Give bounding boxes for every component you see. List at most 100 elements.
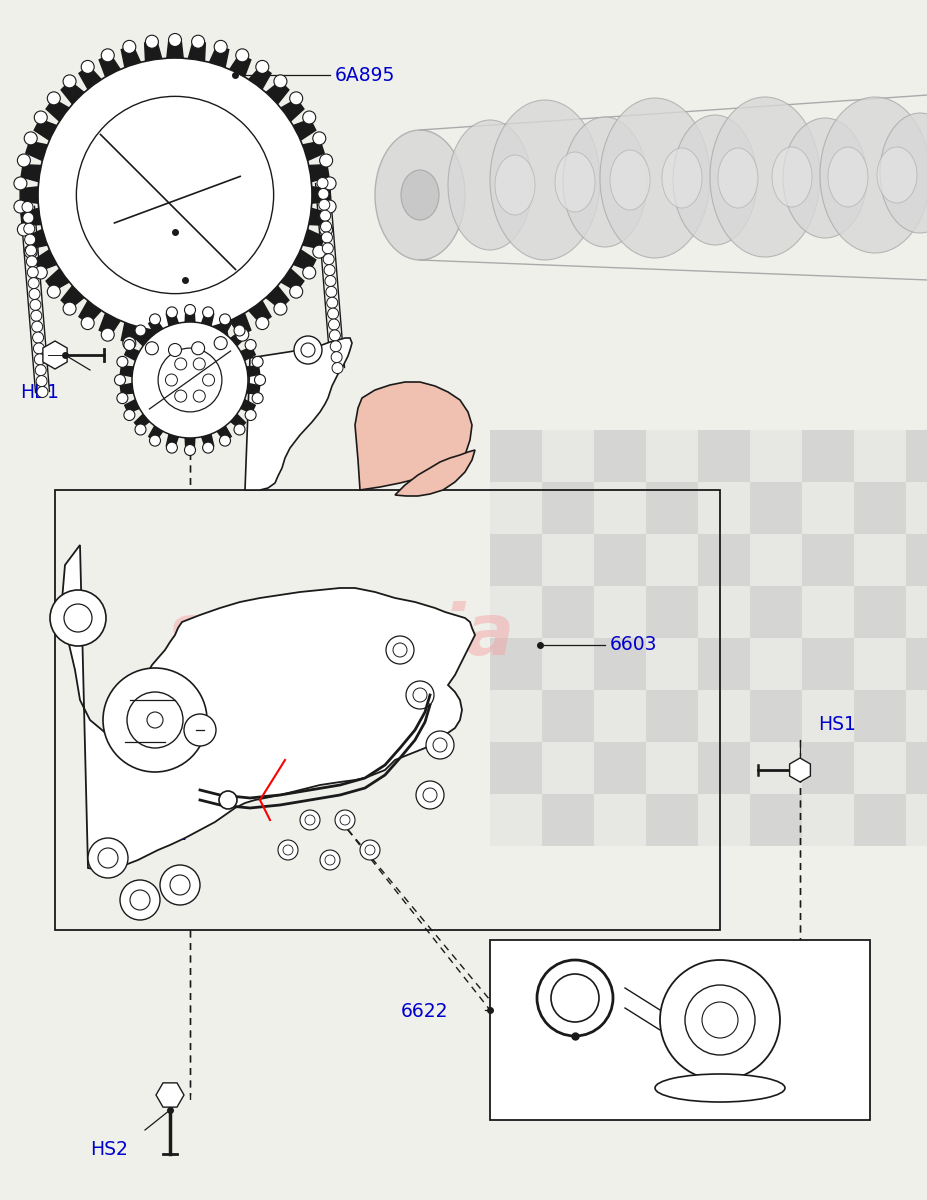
Bar — [801, 742, 853, 794]
Bar — [905, 794, 927, 846]
Polygon shape — [217, 319, 231, 334]
Bar — [801, 638, 853, 690]
Polygon shape — [188, 329, 205, 349]
Circle shape — [433, 738, 447, 752]
Polygon shape — [230, 331, 246, 346]
Circle shape — [423, 788, 437, 802]
Circle shape — [360, 840, 379, 860]
Circle shape — [166, 442, 177, 454]
Circle shape — [256, 317, 269, 330]
Polygon shape — [34, 119, 57, 140]
Bar — [697, 534, 749, 586]
Circle shape — [202, 307, 213, 318]
Circle shape — [302, 110, 315, 124]
Text: HB1: HB1 — [20, 383, 59, 402]
Bar — [645, 430, 697, 482]
Ellipse shape — [300, 343, 314, 358]
Circle shape — [64, 604, 92, 632]
Bar — [853, 638, 905, 690]
Ellipse shape — [661, 148, 701, 208]
Polygon shape — [789, 758, 809, 782]
Polygon shape — [148, 426, 162, 442]
Circle shape — [23, 212, 33, 223]
Circle shape — [701, 1002, 737, 1038]
Circle shape — [329, 330, 340, 341]
Polygon shape — [166, 312, 178, 326]
Circle shape — [220, 314, 230, 325]
Bar — [801, 482, 853, 534]
Bar — [905, 690, 927, 742]
Circle shape — [331, 352, 342, 362]
Circle shape — [103, 668, 207, 772]
Polygon shape — [230, 313, 250, 336]
Circle shape — [117, 356, 128, 367]
Circle shape — [184, 714, 216, 746]
Polygon shape — [21, 209, 41, 226]
Circle shape — [22, 202, 33, 212]
Bar — [749, 638, 801, 690]
Bar — [645, 534, 697, 586]
Circle shape — [158, 348, 222, 412]
Circle shape — [320, 221, 331, 232]
Polygon shape — [201, 434, 213, 449]
Bar — [645, 482, 697, 534]
Ellipse shape — [600, 98, 709, 258]
Ellipse shape — [771, 148, 811, 208]
Polygon shape — [311, 187, 329, 203]
Bar — [905, 586, 927, 638]
Bar — [489, 794, 541, 846]
Circle shape — [123, 340, 134, 350]
Circle shape — [323, 176, 336, 190]
Polygon shape — [184, 310, 195, 323]
Circle shape — [283, 845, 293, 854]
Polygon shape — [99, 54, 121, 77]
Polygon shape — [61, 82, 84, 104]
Circle shape — [252, 392, 263, 403]
Circle shape — [324, 854, 335, 865]
Ellipse shape — [672, 115, 756, 245]
Bar — [645, 742, 697, 794]
Polygon shape — [166, 434, 178, 449]
Circle shape — [202, 374, 214, 386]
Polygon shape — [266, 82, 288, 104]
Ellipse shape — [609, 150, 649, 210]
Text: HR1: HR1 — [147, 826, 187, 845]
Circle shape — [122, 337, 135, 349]
Bar — [593, 482, 645, 534]
Text: parts: parts — [241, 666, 369, 714]
Bar — [593, 430, 645, 482]
Circle shape — [117, 392, 128, 403]
Circle shape — [214, 41, 227, 53]
Bar — [593, 586, 645, 638]
Ellipse shape — [879, 113, 927, 233]
Bar — [905, 482, 927, 534]
Bar — [541, 586, 593, 638]
Circle shape — [120, 880, 159, 920]
Circle shape — [38, 58, 311, 332]
Circle shape — [425, 731, 453, 758]
Circle shape — [174, 390, 186, 402]
Circle shape — [63, 74, 76, 88]
Circle shape — [24, 245, 37, 258]
Circle shape — [63, 302, 76, 316]
Circle shape — [319, 154, 332, 167]
Circle shape — [101, 49, 114, 62]
Circle shape — [324, 276, 336, 287]
Ellipse shape — [554, 152, 594, 212]
Polygon shape — [121, 323, 140, 344]
Polygon shape — [309, 164, 328, 181]
Bar — [645, 690, 697, 742]
Bar — [541, 690, 593, 742]
Circle shape — [32, 332, 44, 343]
Polygon shape — [293, 250, 315, 271]
Bar — [489, 534, 541, 586]
Bar — [801, 690, 853, 742]
Circle shape — [34, 354, 45, 365]
Circle shape — [98, 848, 118, 868]
Circle shape — [184, 305, 196, 316]
Bar — [541, 794, 593, 846]
Bar — [853, 430, 905, 482]
Bar — [541, 482, 593, 534]
Bar — [489, 638, 541, 690]
Polygon shape — [134, 331, 149, 346]
